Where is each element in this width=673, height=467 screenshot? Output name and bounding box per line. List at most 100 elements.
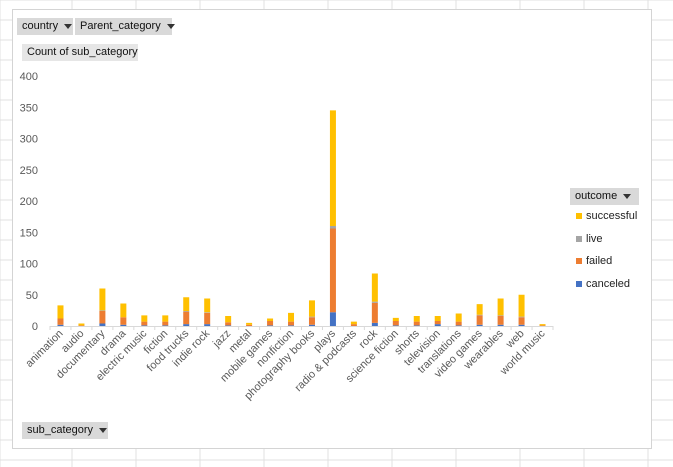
bar-segment-failed: [539, 325, 546, 326]
bar-segment-successful: [99, 288, 106, 311]
bar-segment-failed: [204, 312, 211, 325]
bar-segment-canceled: [329, 312, 336, 326]
parent-category-filter-button[interactable]: Parent_category: [75, 18, 175, 35]
bar-segment-failed: [308, 317, 315, 325]
axis-field-button[interactable]: sub_category: [22, 422, 108, 439]
bar-segment-canceled: [518, 324, 525, 326]
bar-segment-canceled: [267, 325, 274, 326]
bar-segment-successful: [57, 305, 64, 319]
y-tick-label: 150: [20, 227, 38, 239]
bar-segment-failed: [141, 321, 148, 326]
bar-segment-failed: [476, 315, 483, 325]
parent-category-filter-label: Parent_category: [80, 20, 161, 32]
bar-segment-failed: [455, 321, 462, 326]
bar-segment-successful: [518, 294, 525, 317]
bar-segment-live: [497, 315, 504, 316]
bar-segment-successful: [288, 312, 295, 322]
legend-item-successful: successful: [576, 210, 637, 222]
value-field-label: Count of sub_category: [27, 46, 138, 58]
bar-segment-failed: [288, 321, 295, 326]
bar-segment-live: [518, 316, 525, 318]
x-tick-label: animation: [23, 328, 65, 370]
bar-segment-successful: [497, 298, 504, 316]
bar-segment-live: [183, 311, 190, 312]
legend-field-button[interactable]: outcome: [570, 188, 639, 205]
bar-segment-canceled: [204, 324, 211, 326]
bar-segment-live: [329, 226, 336, 229]
bar-segment-failed: [162, 321, 169, 326]
bar-segment-successful: [141, 315, 148, 322]
bar-segment-canceled: [476, 324, 483, 326]
legend-title: outcome: [575, 190, 618, 202]
legend-swatch: [576, 281, 582, 288]
bar-segment-canceled: [392, 325, 399, 326]
bar-segment-successful: [246, 322, 253, 325]
bar-segment-failed: [267, 321, 274, 326]
bar-segment-live: [308, 316, 315, 318]
bar-segment-failed: [350, 324, 357, 326]
bar-segment-failed: [392, 321, 399, 326]
bar-segment-successful: [434, 316, 441, 321]
bar-segment-canceled: [497, 324, 504, 326]
bar-segment-live: [476, 314, 483, 316]
legend-swatch: [576, 258, 582, 265]
bar-segment-failed: [99, 311, 106, 324]
axis-field-label: sub_category: [27, 424, 94, 436]
bar-segment-failed: [329, 228, 336, 313]
bar-segment-failed: [497, 316, 504, 325]
bar-segment-successful: [183, 297, 190, 311]
bar-segment-failed: [225, 322, 232, 326]
bar-segment-successful: [162, 315, 169, 322]
legend-label: live: [586, 233, 603, 245]
bar-segment-canceled: [57, 324, 64, 326]
bar-segment-failed: [413, 321, 420, 326]
country-filter-button[interactable]: country: [17, 18, 73, 35]
dropdown-arrow-icon: [623, 193, 632, 199]
value-field-button[interactable]: Count of sub_category: [22, 44, 138, 61]
legend-item-failed: failed: [576, 255, 612, 267]
bar-segment-canceled: [455, 325, 462, 326]
country-filter-label: country: [22, 20, 59, 32]
bar-segment-successful: [329, 110, 336, 226]
y-tick-label: 0: [32, 321, 38, 333]
bar-segment-canceled: [99, 323, 106, 326]
bar-segment-successful: [120, 303, 127, 318]
bar-segment-failed: [183, 311, 190, 325]
bar-segment-failed: [78, 325, 85, 326]
bar-segment-canceled: [371, 322, 378, 326]
legend-label: successful: [586, 210, 638, 222]
bar-segment-canceled: [288, 325, 295, 326]
bar-segment-successful: [204, 298, 211, 313]
bar-segment-live: [99, 310, 106, 311]
bar-segment-canceled: [141, 325, 148, 326]
bar-segment-successful: [350, 321, 357, 325]
bar-segment-successful: [476, 304, 483, 315]
bar-segment-canceled: [225, 325, 232, 326]
dropdown-arrow-icon: [64, 23, 73, 29]
bar-segment-canceled: [308, 324, 315, 326]
bar-segment-canceled: [120, 324, 127, 326]
legend-item-canceled: canceled: [576, 278, 630, 290]
bar-segment-canceled: [183, 324, 190, 326]
bar-segment-successful: [308, 300, 315, 317]
y-tick-label: 100: [20, 259, 38, 271]
bar-segment-canceled: [434, 324, 441, 326]
bar-segment-successful: [455, 313, 462, 322]
bar-segment-live: [371, 301, 378, 303]
bar-segment-canceled: [162, 325, 169, 326]
dropdown-arrow-icon: [99, 427, 108, 433]
bar-segment-failed: [246, 324, 253, 326]
legend-item-live: live: [576, 233, 603, 245]
y-tick-label: 300: [20, 134, 38, 146]
bar-segment-successful: [78, 323, 85, 326]
legend-label: canceled: [586, 278, 631, 290]
y-tick-label: 250: [20, 165, 38, 177]
legend-swatch: [576, 213, 582, 220]
y-tick-label: 350: [20, 102, 38, 114]
y-tick-label: 400: [20, 71, 38, 83]
bar-segment-successful: [225, 316, 232, 323]
bar-segment-successful: [267, 318, 274, 321]
bar-segment-failed: [371, 302, 378, 323]
bar-segment-failed: [57, 318, 64, 325]
